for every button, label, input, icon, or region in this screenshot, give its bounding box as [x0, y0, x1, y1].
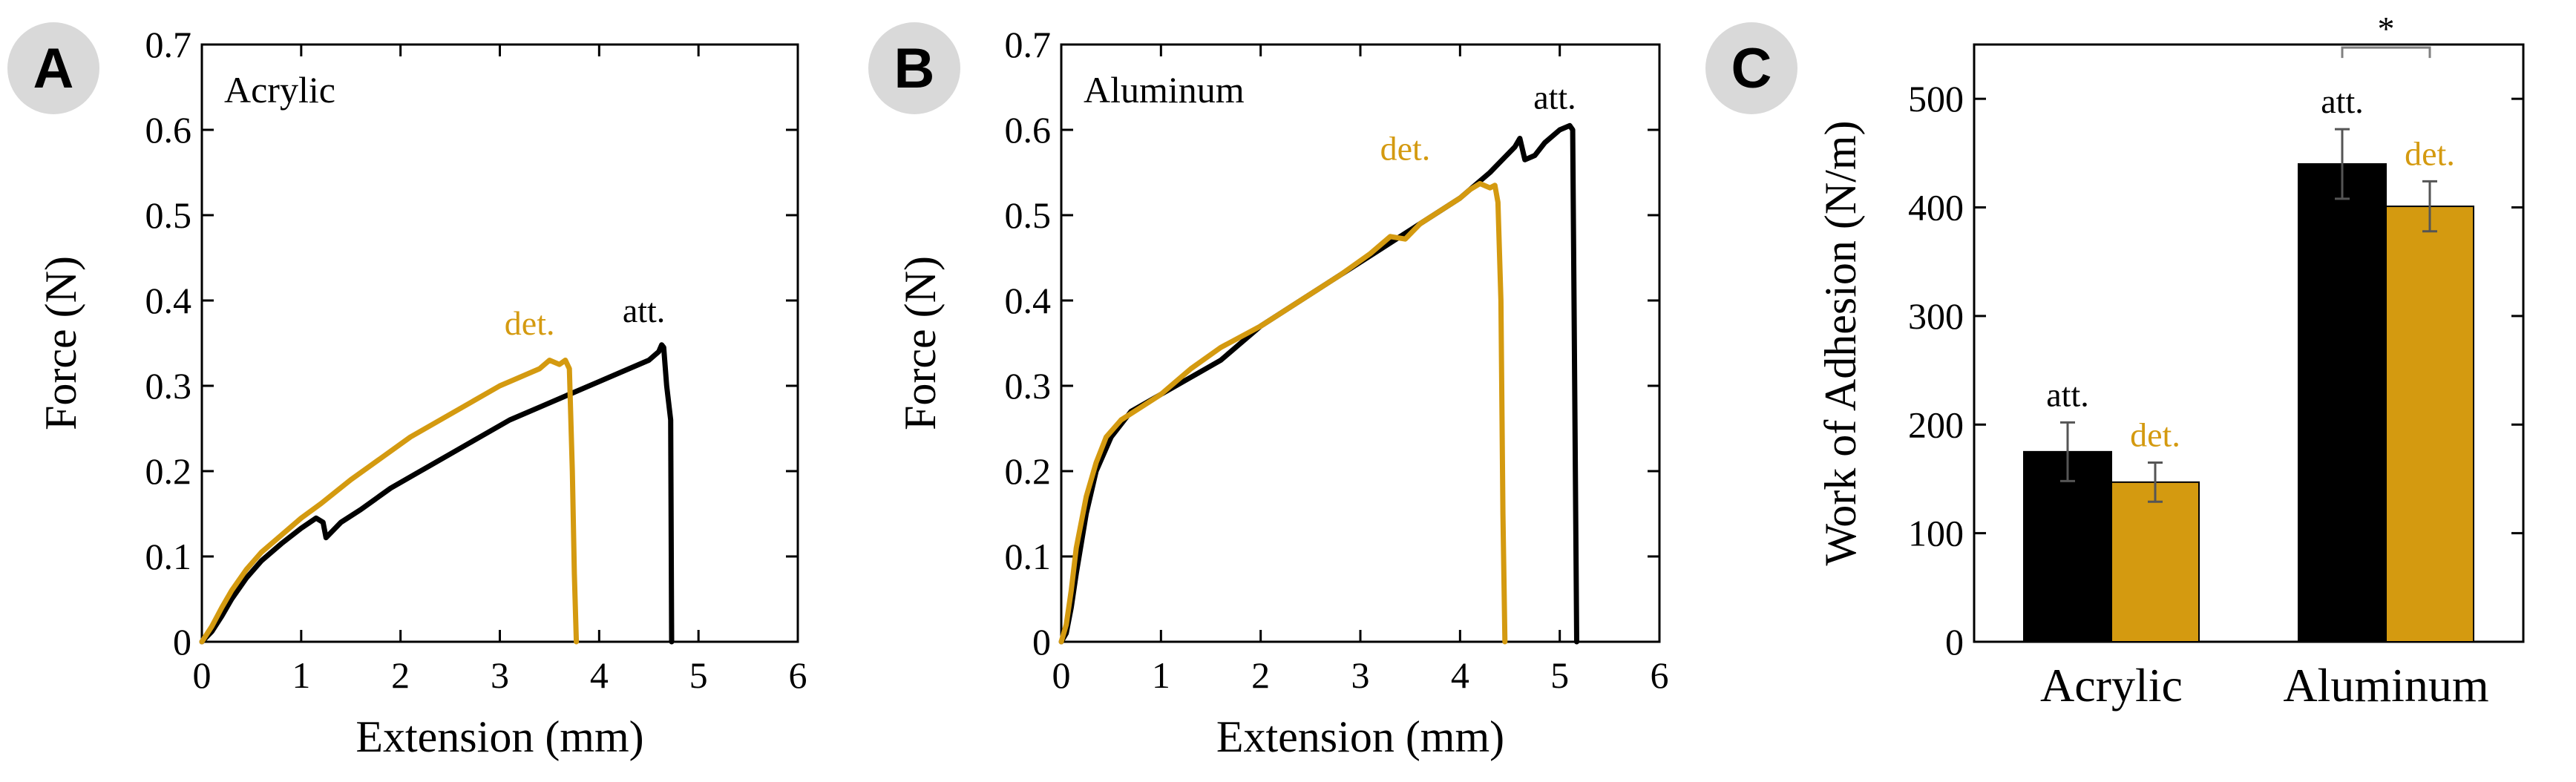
y-tick-label: 0 [1032, 621, 1051, 663]
y-tick-label: 0.7 [145, 24, 192, 65]
series-label-att: att. [623, 292, 665, 329]
y-tick-label: 0.2 [1005, 450, 1052, 492]
x-tick-label: 3 [1351, 654, 1370, 696]
y-tick-label: 0.4 [145, 280, 192, 321]
bar-acrylic-det [2111, 481, 2200, 643]
x-tick-label: 3 [491, 654, 509, 696]
y-axis-label: Force (N) [896, 256, 945, 430]
panel-badge-a [7, 22, 99, 114]
y-tick-label: 500 [1908, 78, 1964, 119]
y-tick-label: 100 [1908, 513, 1964, 554]
x-tick-label: 6 [789, 654, 807, 696]
series-line-det [199, 358, 580, 645]
bar-acrylic-att [2023, 450, 2112, 643]
panel-a-plot: 0 0.1 0.2 0.3 0.4 0.5 0.6 0.7 0 1 2 3 4 5 6 Extension (… [36, 24, 807, 761]
series-line-att [199, 342, 675, 645]
y-axis-label: Work of Adhesion (N/m) [1816, 120, 1865, 565]
y-tick-label: 0.2 [145, 450, 192, 492]
x-tick-label: 5 [689, 654, 708, 696]
panel-badge-c [1705, 22, 1797, 114]
axes-frame [1973, 43, 2525, 643]
panel-letter-b: B [894, 37, 935, 100]
significance-bracket [2341, 46, 2431, 59]
series-label-att: att. [1533, 78, 1576, 116]
y-tick-label: 0.3 [1005, 365, 1052, 407]
y-tick-label: 200 [1908, 404, 1964, 445]
y-tick-label: 0 [1945, 621, 1964, 663]
panel-b-plot: 0 0.1 0.2 0.3 0.4 0.5 0.6 0.7 0 1 2 3 4 5 6 Extension (… [896, 24, 1669, 761]
y-tick-label: 0.6 [145, 109, 192, 151]
x-tick-label: 1 [1152, 654, 1170, 696]
x-tick-label: 4 [1451, 654, 1469, 696]
x-tick-label: 0 [193, 654, 212, 696]
material-annotation: Aluminum [1084, 69, 1245, 111]
x-tick-label: 1 [292, 654, 310, 696]
bar-aluminum-det [2385, 206, 2474, 643]
y-tick-label: 0.3 [145, 365, 192, 407]
category-label-acrylic: Acrylic [2040, 659, 2183, 712]
y-tick-label: 0.5 [145, 194, 192, 236]
series-label-det: det. [505, 304, 555, 342]
y-tick-label: 0.6 [1005, 109, 1052, 151]
x-tick-label: 2 [391, 654, 410, 696]
x-tick-label: 5 [1550, 654, 1569, 696]
panel-letter-c: C [1731, 37, 1772, 100]
y-axis-label: Force (N) [36, 256, 85, 430]
axes-frame [1060, 43, 1661, 643]
x-tick-label: 0 [1052, 654, 1071, 696]
y-tick-label: 0.7 [1005, 24, 1052, 65]
x-tick-label: 2 [1251, 654, 1270, 696]
category-label-aluminum: Aluminum [2283, 659, 2488, 712]
x-axis-label: Extension (mm) [1216, 712, 1504, 761]
series-line-det [1058, 180, 1508, 645]
y-tick-label: 0.4 [1005, 280, 1052, 321]
x-axis-label: Extension (mm) [355, 712, 643, 761]
y-tick-label: 300 [1908, 295, 1964, 337]
y-tick-label: 0.1 [1005, 536, 1052, 577]
bar-label-att: att. [2321, 82, 2363, 120]
panel-badge-b [868, 22, 960, 114]
bar-label-det: det. [2130, 416, 2180, 454]
panel-c-plot: 0 100 200 300 400 500 Work of Adhesion (N/m) Ac… [1816, 10, 2525, 712]
axes-frame [200, 43, 799, 643]
y-tick-label: 0 [173, 621, 191, 663]
y-tick-label: 0.5 [1005, 194, 1052, 236]
bar-label-att: att. [2046, 375, 2088, 413]
x-tick-label: 6 [1651, 654, 1669, 696]
y-tick-label: 400 [1908, 187, 1964, 229]
series-label-det: det. [1380, 129, 1431, 167]
y-tick-label: 0.1 [145, 536, 192, 577]
x-tick-label: 4 [590, 654, 609, 696]
significance-marker: * [2378, 10, 2395, 47]
bar-aluminum-att [2298, 163, 2387, 643]
panel-letter-a: A [33, 37, 74, 100]
bar-label-det: det. [2405, 134, 2455, 172]
material-annotation: Acrylic [224, 69, 335, 111]
